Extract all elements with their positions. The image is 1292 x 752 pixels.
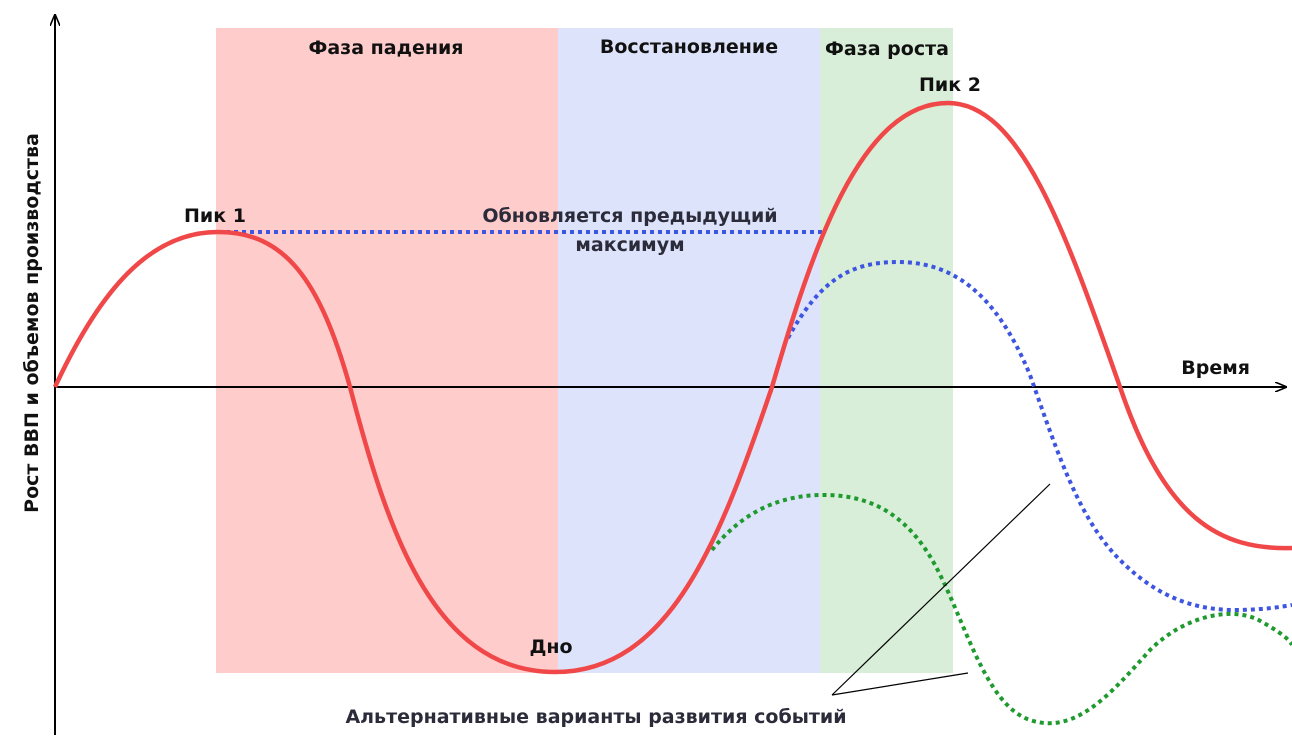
- phase-growth-label: Фаза роста: [825, 38, 949, 60]
- phase-decline-label: Фаза падения: [309, 37, 464, 59]
- peak1-label: Пик 1: [184, 205, 246, 227]
- green-alternative-curve: [710, 492, 1292, 726]
- phase-decline-zone: [216, 28, 558, 673]
- phase-recovery-zone: [558, 28, 820, 673]
- y-axis-label: Рост ВВП и объемов производства: [21, 133, 43, 513]
- phase-recovery-label: Восстановление: [600, 36, 778, 58]
- bottom-label: Дно: [529, 636, 572, 658]
- peak2-label: Пик 2: [919, 74, 981, 96]
- previous-max-note-line1: Обновляется предыдущий: [482, 205, 777, 227]
- x-axis-label: Время: [1181, 357, 1250, 379]
- alternatives-label: Альтернативные варианты развития событий: [345, 706, 846, 728]
- phase-growth-zone: [820, 28, 953, 673]
- blue-alternative-curve: [786, 259, 1292, 613]
- alternatives-pointer-blue: [831, 483, 1051, 696]
- alternatives-pointer-green: [831, 672, 969, 696]
- previous-max-note-line2: максимум: [575, 234, 684, 256]
- main-cycle-curve: [52, 100, 1292, 675]
